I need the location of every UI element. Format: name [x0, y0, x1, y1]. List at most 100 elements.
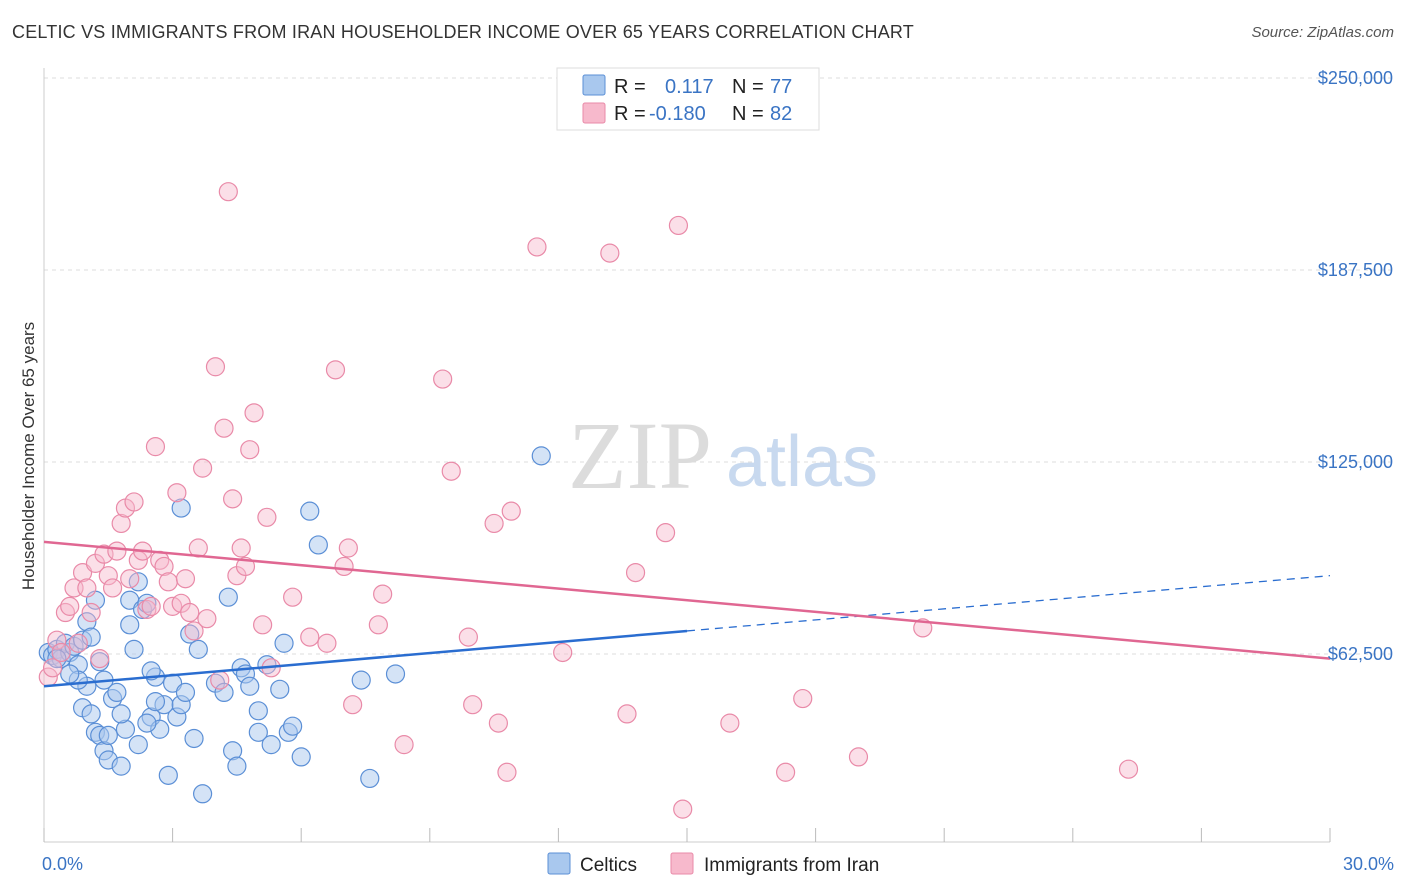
chart-title: CELTIC VS IMMIGRANTS FROM IRAN HOUSEHOLD… — [12, 22, 914, 42]
iran-point — [210, 670, 230, 690]
iran-point — [218, 182, 238, 202]
bottom-legend-celtics-swatch — [547, 852, 571, 875]
iran-point — [167, 483, 187, 503]
iran-point — [625, 562, 646, 583]
celtics-point — [145, 692, 166, 712]
iran-point — [334, 556, 354, 577]
celtics-point — [120, 615, 140, 635]
iran-point — [913, 618, 933, 638]
y-axis-title: Householder Income Over 65 years — [19, 322, 38, 590]
iran-point — [68, 633, 88, 653]
celtics-point — [60, 664, 80, 684]
iran-point — [394, 735, 414, 755]
celtics-point — [137, 713, 157, 733]
celtics-point — [193, 784, 213, 804]
iran-point — [501, 501, 521, 521]
iran-point — [553, 642, 573, 663]
iran-point — [107, 541, 127, 561]
celtics-point — [274, 633, 294, 653]
iran-point — [231, 538, 251, 558]
iran-point — [102, 578, 123, 598]
iran-point — [184, 621, 204, 641]
bottom-legend-iran-swatch — [670, 852, 694, 875]
celtics-trend-extension — [686, 575, 1331, 632]
celtics-point — [248, 701, 268, 721]
iran-point — [793, 688, 813, 709]
watermark: ZIP atlas — [568, 402, 878, 509]
watermark-zip: ZIP — [568, 402, 712, 509]
iran-point — [433, 369, 453, 389]
iran-r-label: R = — [614, 103, 646, 125]
iran-point — [193, 458, 213, 478]
iran-point — [497, 762, 517, 782]
iran-point — [197, 609, 217, 629]
iran-point — [111, 513, 131, 534]
celtics-point — [175, 682, 196, 703]
trend-lines — [43, 540, 1331, 688]
axes — [43, 68, 1331, 843]
celtics-point — [124, 639, 144, 659]
celtics-point — [128, 735, 148, 755]
celtics-trend-line — [43, 629, 688, 688]
iran-point — [154, 556, 174, 577]
iran-point — [235, 556, 256, 577]
iran-point — [720, 713, 740, 733]
iran-point — [98, 566, 118, 586]
celtics-point — [248, 722, 268, 742]
iran-point — [617, 704, 637, 724]
iran-point — [205, 357, 226, 377]
celtics-point — [184, 728, 204, 749]
celtics-point — [385, 664, 406, 684]
celtics-point — [107, 682, 127, 703]
celtics-point — [141, 661, 161, 681]
bottom-legend-iran-label: Immigrants from Iran — [704, 855, 879, 876]
iran-point — [484, 513, 504, 534]
celtics-point — [291, 747, 311, 767]
celtics-point — [270, 679, 290, 699]
iran-point — [338, 538, 358, 558]
celtics-point — [171, 498, 191, 518]
iran-point — [458, 627, 478, 647]
iran-point — [1118, 759, 1139, 779]
y-tick-label: $62,500 — [1328, 644, 1393, 664]
celtics-point — [111, 704, 131, 724]
celtics-point — [283, 716, 303, 736]
iran-n-label: N = — [732, 103, 764, 125]
celtics-point — [98, 725, 118, 746]
iran-point — [141, 596, 161, 616]
iran-point — [51, 642, 71, 663]
iran-point — [257, 507, 277, 527]
iran-point — [317, 633, 337, 653]
celtics-point — [308, 535, 328, 555]
iran-point — [81, 602, 101, 623]
celtics-swatch — [582, 74, 606, 96]
iran-point — [180, 602, 200, 623]
iran-point — [463, 695, 483, 715]
iran-point — [368, 615, 388, 635]
celtics-point — [158, 765, 178, 785]
celtics-point — [261, 735, 281, 755]
celtics-point — [240, 676, 260, 696]
iran-point — [527, 237, 547, 257]
iran-r-value: -0.180 — [649, 103, 706, 125]
iran-point — [775, 762, 796, 782]
bottom-legend: Celtics Immigrants from Iran — [547, 852, 879, 876]
iran-point — [47, 630, 67, 650]
iran-point — [600, 243, 620, 263]
iran-point — [124, 492, 144, 512]
celtics-point — [351, 670, 371, 690]
y-tick-label: $125,000 — [1318, 452, 1393, 472]
iran-point — [300, 627, 320, 647]
iran-point — [240, 440, 260, 460]
iran-point — [373, 584, 393, 604]
y-tick-label: $250,000 — [1318, 68, 1393, 88]
iran-point — [145, 437, 166, 457]
iran-point — [848, 747, 869, 767]
iran-point — [343, 695, 363, 715]
x-tick-label-min: 0.0% — [42, 854, 83, 874]
iran-point — [158, 572, 178, 592]
iran-point — [244, 403, 264, 423]
celtics-point — [360, 768, 380, 789]
iran-point — [77, 578, 97, 598]
